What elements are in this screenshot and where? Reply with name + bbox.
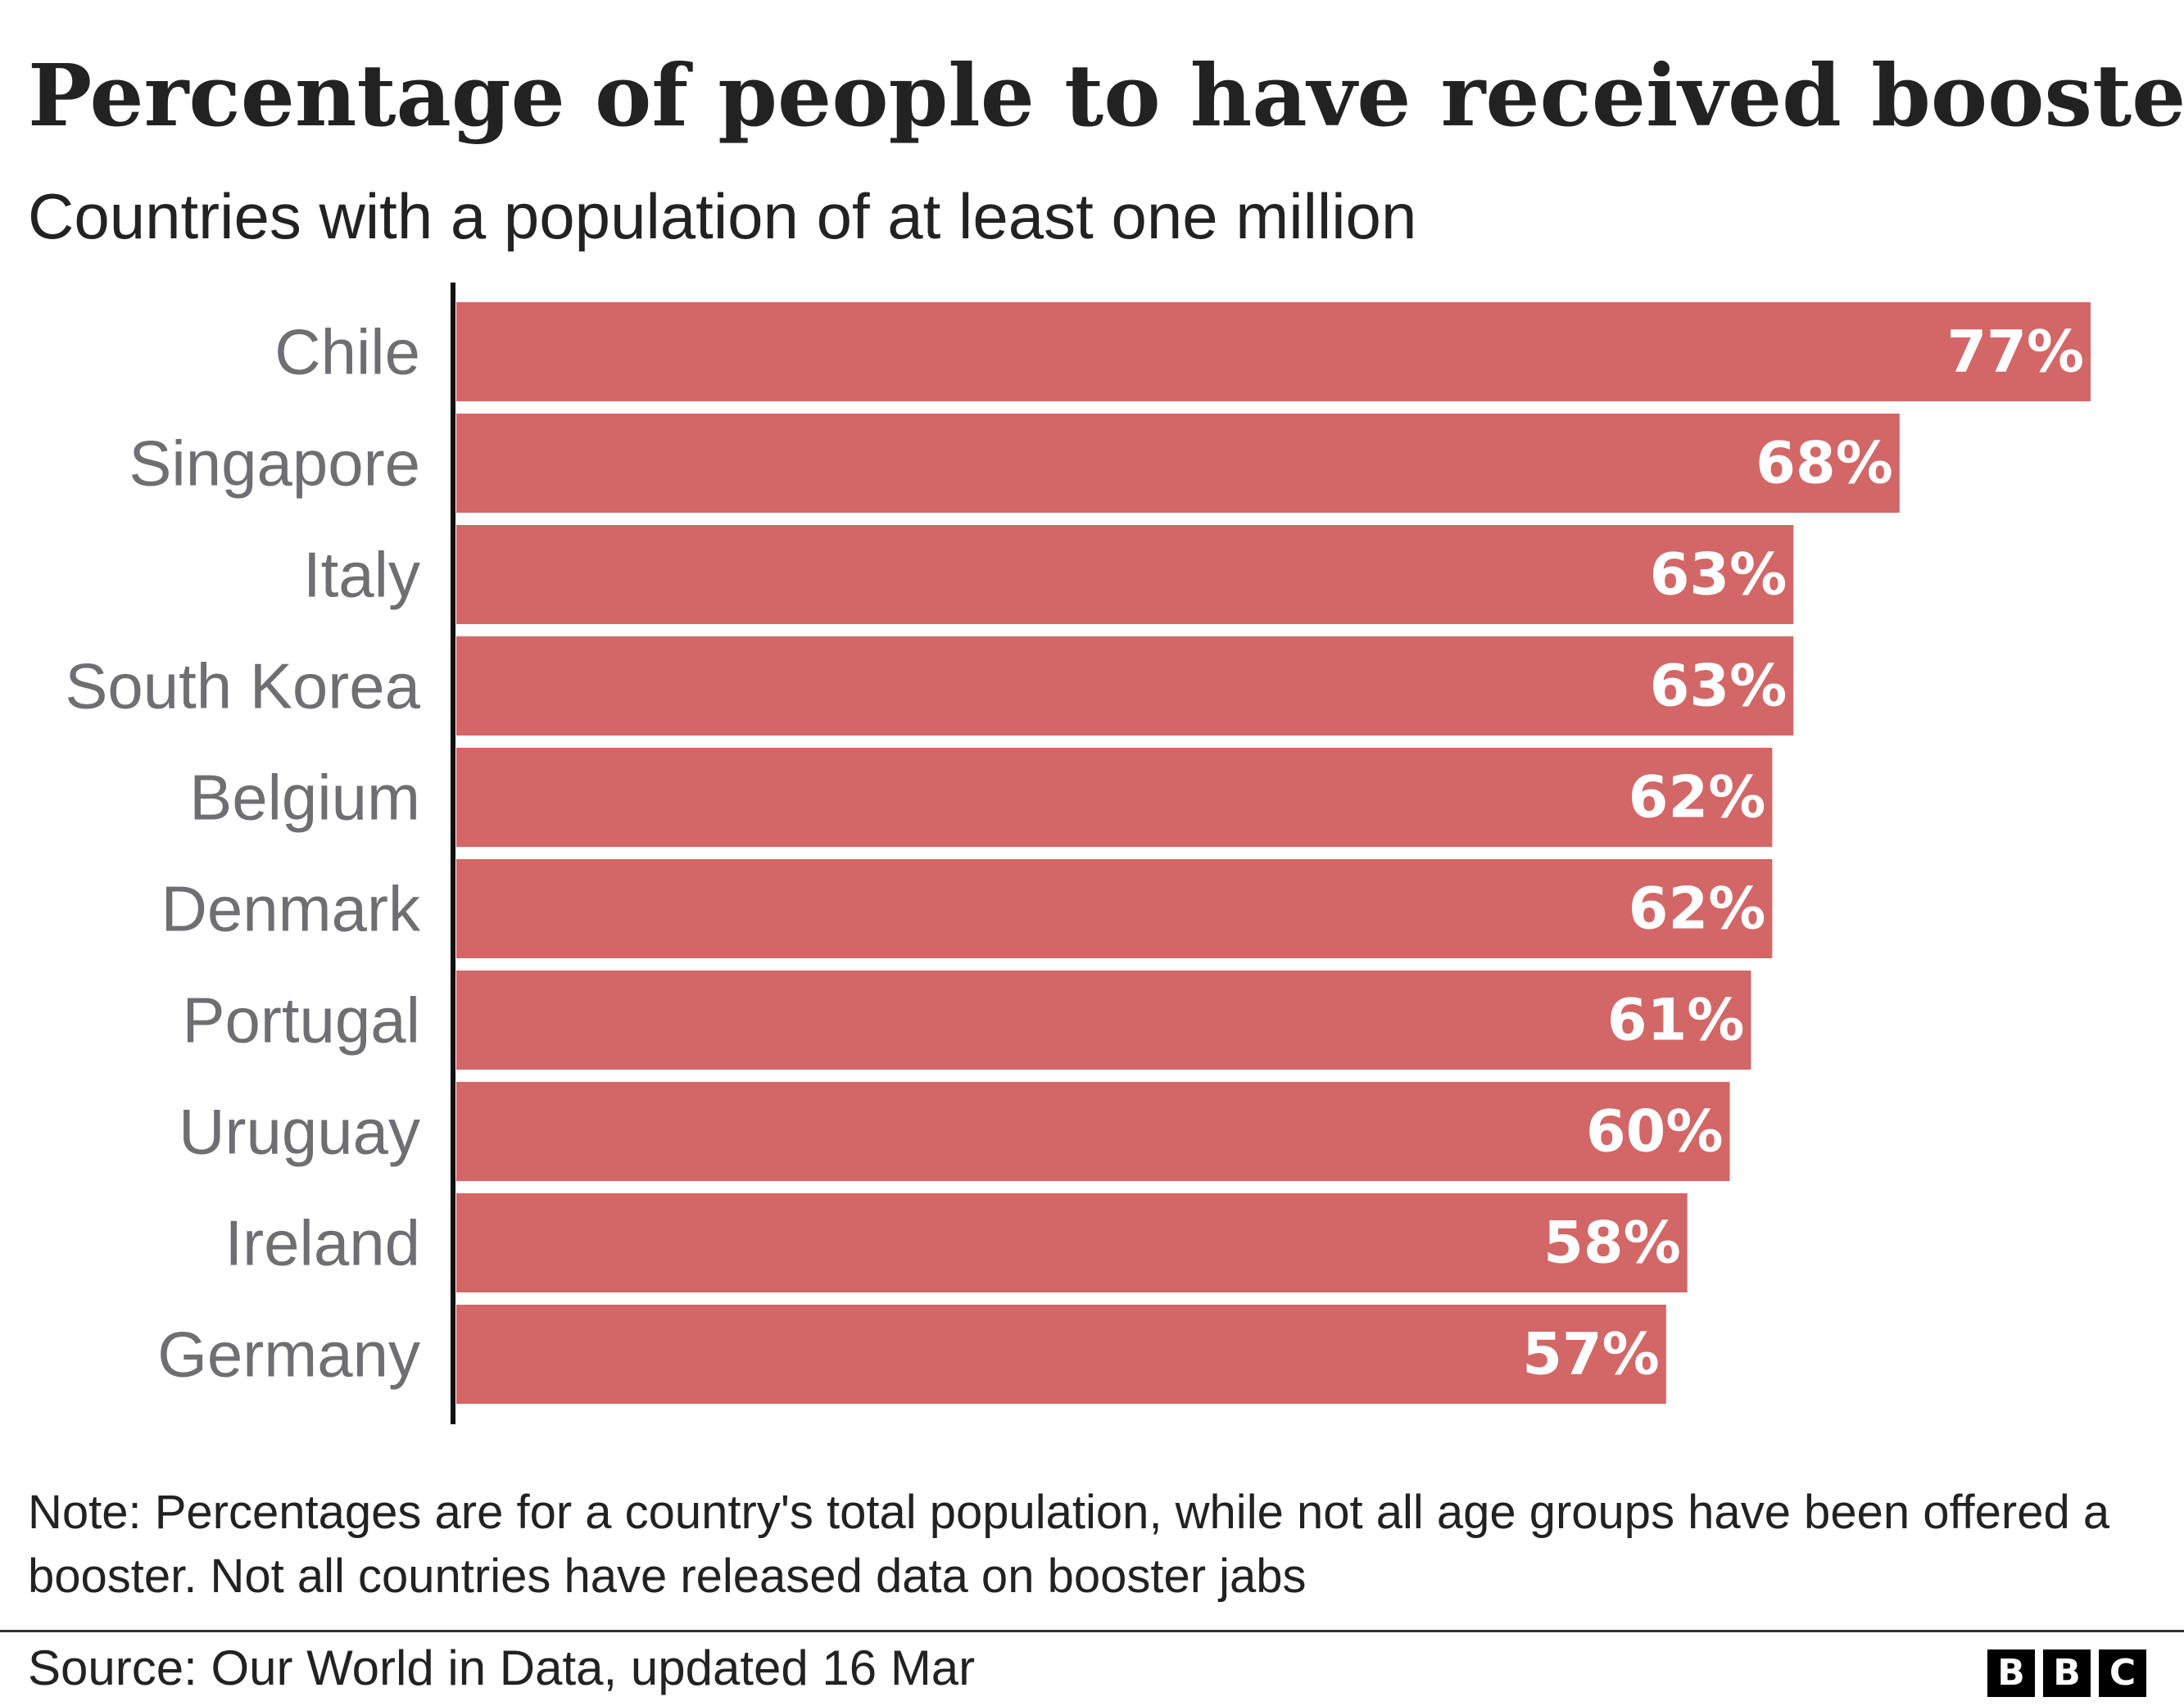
footer-divider bbox=[0, 1630, 2184, 1632]
bar-germany bbox=[456, 1305, 1666, 1404]
chart-note: Note: Percentages are for a country's to… bbox=[28, 1486, 2110, 1603]
chart-title: Percentage of people to have received bo… bbox=[28, 45, 2184, 146]
value-label: 62% bbox=[1629, 876, 1766, 943]
bar-belgium bbox=[456, 748, 1773, 847]
bar-uruguay bbox=[456, 1082, 1730, 1181]
value-label: 77% bbox=[1946, 319, 2084, 386]
bar-denmark bbox=[456, 859, 1773, 958]
logo-letter-b2: B bbox=[2043, 1649, 2091, 1697]
category-label: Italy bbox=[303, 539, 420, 611]
y-axis-line bbox=[451, 283, 455, 1424]
chart-subtitle: Countries with a population of at least … bbox=[28, 180, 1417, 252]
bar-chart: Chile 77% Singapore 68% Italy 63% South Korea 6… bbox=[65, 283, 2091, 1424]
category-label: Ireland bbox=[225, 1207, 421, 1279]
value-label: 62% bbox=[1629, 764, 1766, 831]
category-label: Chile bbox=[274, 316, 420, 388]
bar-ireland bbox=[456, 1193, 1688, 1292]
category-label: Denmark bbox=[161, 873, 421, 945]
category-label: South Korea bbox=[65, 650, 420, 722]
bar-singapore bbox=[456, 414, 1900, 513]
bar-chile bbox=[456, 302, 2091, 401]
bar-italy bbox=[456, 525, 1794, 624]
category-label: Germany bbox=[157, 1319, 420, 1391]
source-text: Source: Our World in Data, updated 16 Ma… bbox=[28, 1640, 976, 1695]
category-label: Singapore bbox=[129, 428, 420, 500]
value-label: 63% bbox=[1650, 541, 1788, 609]
value-label: 68% bbox=[1756, 430, 1893, 497]
bar-south-korea bbox=[456, 636, 1794, 735]
category-label: Portugal bbox=[182, 984, 420, 1057]
value-label: 63% bbox=[1650, 653, 1788, 720]
value-label: 60% bbox=[1586, 1098, 1724, 1165]
bar-portugal bbox=[456, 971, 1751, 1070]
value-label: 57% bbox=[1522, 1321, 1660, 1388]
category-label: Uruguay bbox=[179, 1096, 420, 1168]
bbc-logo: B B C bbox=[1987, 1649, 2146, 1697]
category-label: Belgium bbox=[189, 762, 420, 834]
logo-letter-c: C bbox=[2099, 1649, 2146, 1697]
logo-letter-b1: B bbox=[1987, 1649, 2035, 1697]
value-label: 58% bbox=[1543, 1210, 1681, 1277]
value-label: 61% bbox=[1607, 987, 1745, 1054]
